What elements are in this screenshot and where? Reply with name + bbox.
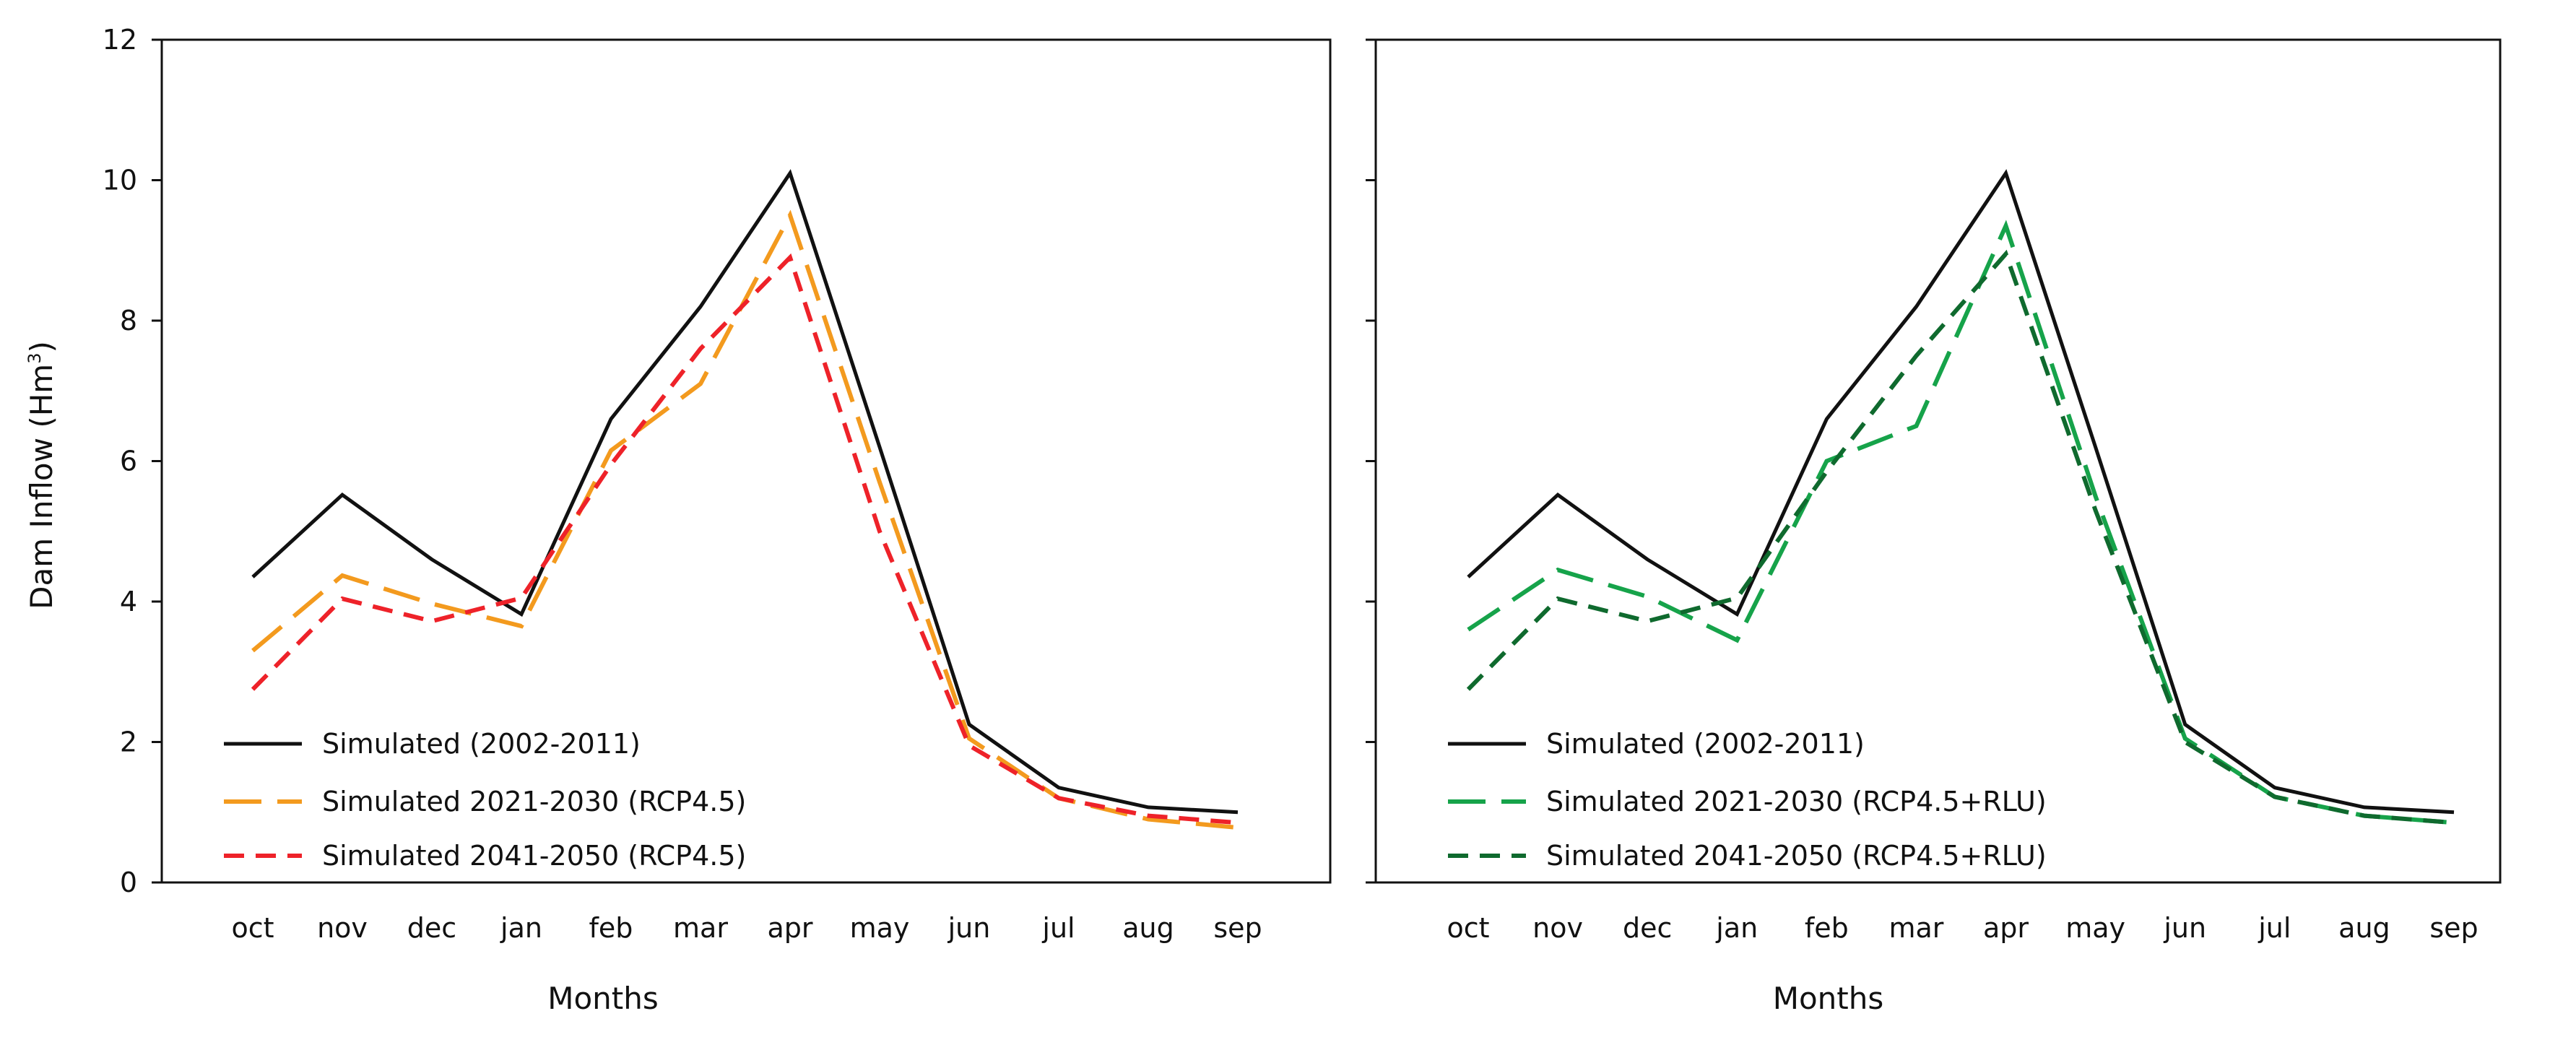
legend-label-3: Simulated 2041-2050 (RCP4.5+RLU) [1546, 840, 2047, 872]
x-tick-label: mar [673, 912, 728, 944]
legend-label-1: Simulated (2002-2011) [1546, 728, 1865, 760]
x-tick-label: apr [767, 912, 812, 944]
x-tick-label: feb [589, 912, 633, 944]
x-tick-label: aug [1122, 912, 1174, 944]
legend-label-1: Simulated (2002-2011) [322, 728, 641, 760]
x-tick-label: jan [500, 912, 542, 944]
y-axis-title-main: Dam Inflow (Hm [24, 364, 59, 609]
series-line-2 [1467, 220, 2455, 825]
x-tick-label: apr [1983, 912, 2029, 944]
x-tick-label: oct [231, 912, 274, 944]
legend-label-2: Simulated 2021-2030 (RCP4.5+RLU) [1546, 786, 2047, 817]
series-line-1 [251, 169, 1239, 815]
y-tick-label: 10 [103, 165, 137, 196]
y-tick-label: 8 [120, 305, 137, 337]
y-axis-title-close: ) [24, 341, 59, 352]
x-tick-label: jul [2258, 912, 2291, 944]
x-tick-label: feb [1805, 912, 1849, 944]
x-tick-label: jul [1041, 912, 1075, 944]
series-line-2 [251, 209, 1239, 830]
x-tick-label: sep [2429, 912, 2478, 944]
y-tick-label: 6 [120, 446, 137, 477]
x-axis-title: Months [547, 981, 659, 1016]
y-tick-label: 2 [120, 726, 137, 758]
x-axis-title: Months [1773, 981, 1884, 1016]
series-line-3 [1466, 249, 2455, 825]
x-tick-label: may [850, 912, 910, 944]
y-tick-label: 0 [120, 867, 137, 898]
legend-label-3: Simulated 2041-2050 (RCP4.5) [322, 840, 746, 872]
right-chart-panel: oct nov dec jan feb mar apr may jun jul aug sep Mont… [1366, 38, 2502, 1016]
x-tick-label: jan [1715, 912, 1758, 944]
y-tick-label: 4 [120, 586, 137, 617]
x-tick-label: jun [947, 912, 991, 944]
x-tick-label: jun [2163, 912, 2206, 944]
x-tick-label: sep [1213, 912, 1262, 944]
legend-label-2: Simulated 2021-2030 (RCP4.5) [322, 786, 746, 817]
x-tick-label: dec [1623, 912, 1672, 944]
y-axis-title: Dam Inflow (Hm3) [24, 341, 59, 609]
x-tick-label: nov [1532, 912, 1583, 944]
series-line-3 [251, 253, 1239, 825]
left-chart-panel: 0 2 4 6 8 10 12 oct nov dec jan feb mar apr may jun jul a… [103, 24, 1332, 1016]
y-axis-title-superscript: 3 [25, 353, 45, 364]
x-tick-label: may [2065, 912, 2125, 944]
x-tick-label: mar [1888, 912, 1943, 944]
x-tick-label: dec [407, 912, 456, 944]
x-tick-label: oct [1447, 912, 1489, 944]
x-tick-label: nov [317, 912, 368, 944]
plot-frame [1374, 38, 2502, 884]
series-line-1 [1467, 169, 2455, 815]
x-tick-label: aug [2338, 912, 2390, 944]
y-tick-label: 12 [103, 24, 137, 56]
